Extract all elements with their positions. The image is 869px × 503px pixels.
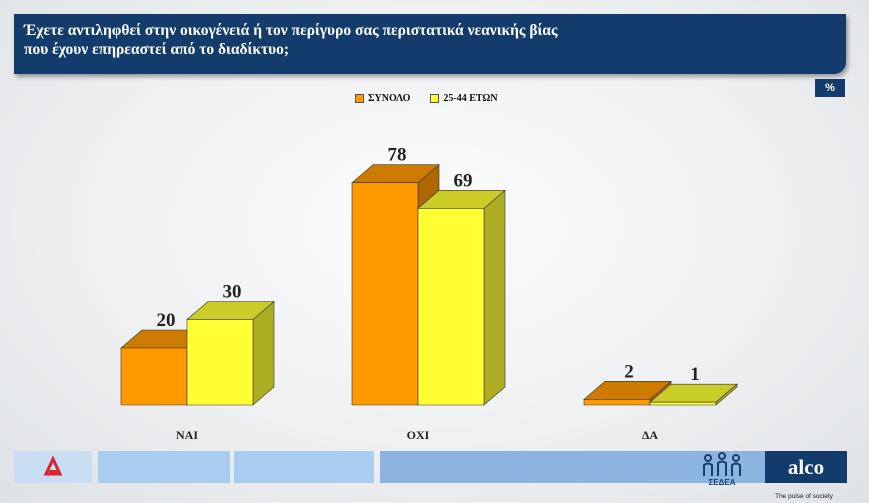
- legend-label-25-44: 25-44 ΕΤΩΝ: [443, 92, 498, 104]
- data-label: 1: [690, 364, 700, 385]
- brand-tagline-row: The pulse of society: [0, 485, 869, 503]
- data-label: 30: [223, 282, 242, 303]
- people-icon: [703, 452, 741, 476]
- legend-item-25-44: 25-44 ΕΤΩΝ: [430, 92, 498, 104]
- chart-title: Έχετε αντιληφθεί στην οικογένειά ή τον π…: [24, 22, 558, 58]
- footer-bar: [14, 451, 846, 483]
- footer-segment: [98, 451, 230, 483]
- footer-segment: [380, 451, 766, 483]
- legend-label-total: ΣΥΝΟΛΟ: [368, 92, 411, 104]
- bar: [351, 182, 419, 406]
- bar: [583, 398, 651, 406]
- legend-swatch-25-44: [430, 93, 440, 103]
- category-label: ΟΧΙ: [407, 428, 430, 442]
- legend: ΣΥΝΟΛΟ 25-44 ΕΤΩΝ: [355, 91, 518, 105]
- unit-badge: %: [815, 79, 845, 97]
- bar: [186, 319, 254, 406]
- bar-side: [483, 189, 506, 406]
- footer-segment: [234, 451, 374, 483]
- category-label: ΝΑΙ: [176, 428, 198, 442]
- brand-logo: alco: [765, 451, 847, 483]
- data-label: 2: [624, 361, 634, 382]
- bar: [649, 401, 717, 406]
- brand-tagline: The pulse of society: [775, 493, 833, 500]
- partner-label: ΣΕΔΕΑ: [708, 478, 736, 487]
- title-banner: Έχετε αντιληφθεί στην οικογένειά ή τον π…: [14, 14, 846, 74]
- category-label: ΔΑ: [642, 428, 659, 442]
- data-label: 69: [454, 170, 473, 191]
- data-label: 20: [157, 310, 176, 331]
- bar: [120, 347, 188, 406]
- brand-name: alco: [787, 455, 825, 479]
- legend-swatch-total: [355, 93, 364, 103]
- bar: [417, 208, 485, 406]
- sedea-logo: ΣΕΔΕΑ: [699, 451, 745, 489]
- channel-logo-icon: [43, 456, 63, 476]
- legend-item-total: ΣΥΝΟΛΟ: [355, 93, 410, 104]
- data-label: 78: [388, 145, 407, 166]
